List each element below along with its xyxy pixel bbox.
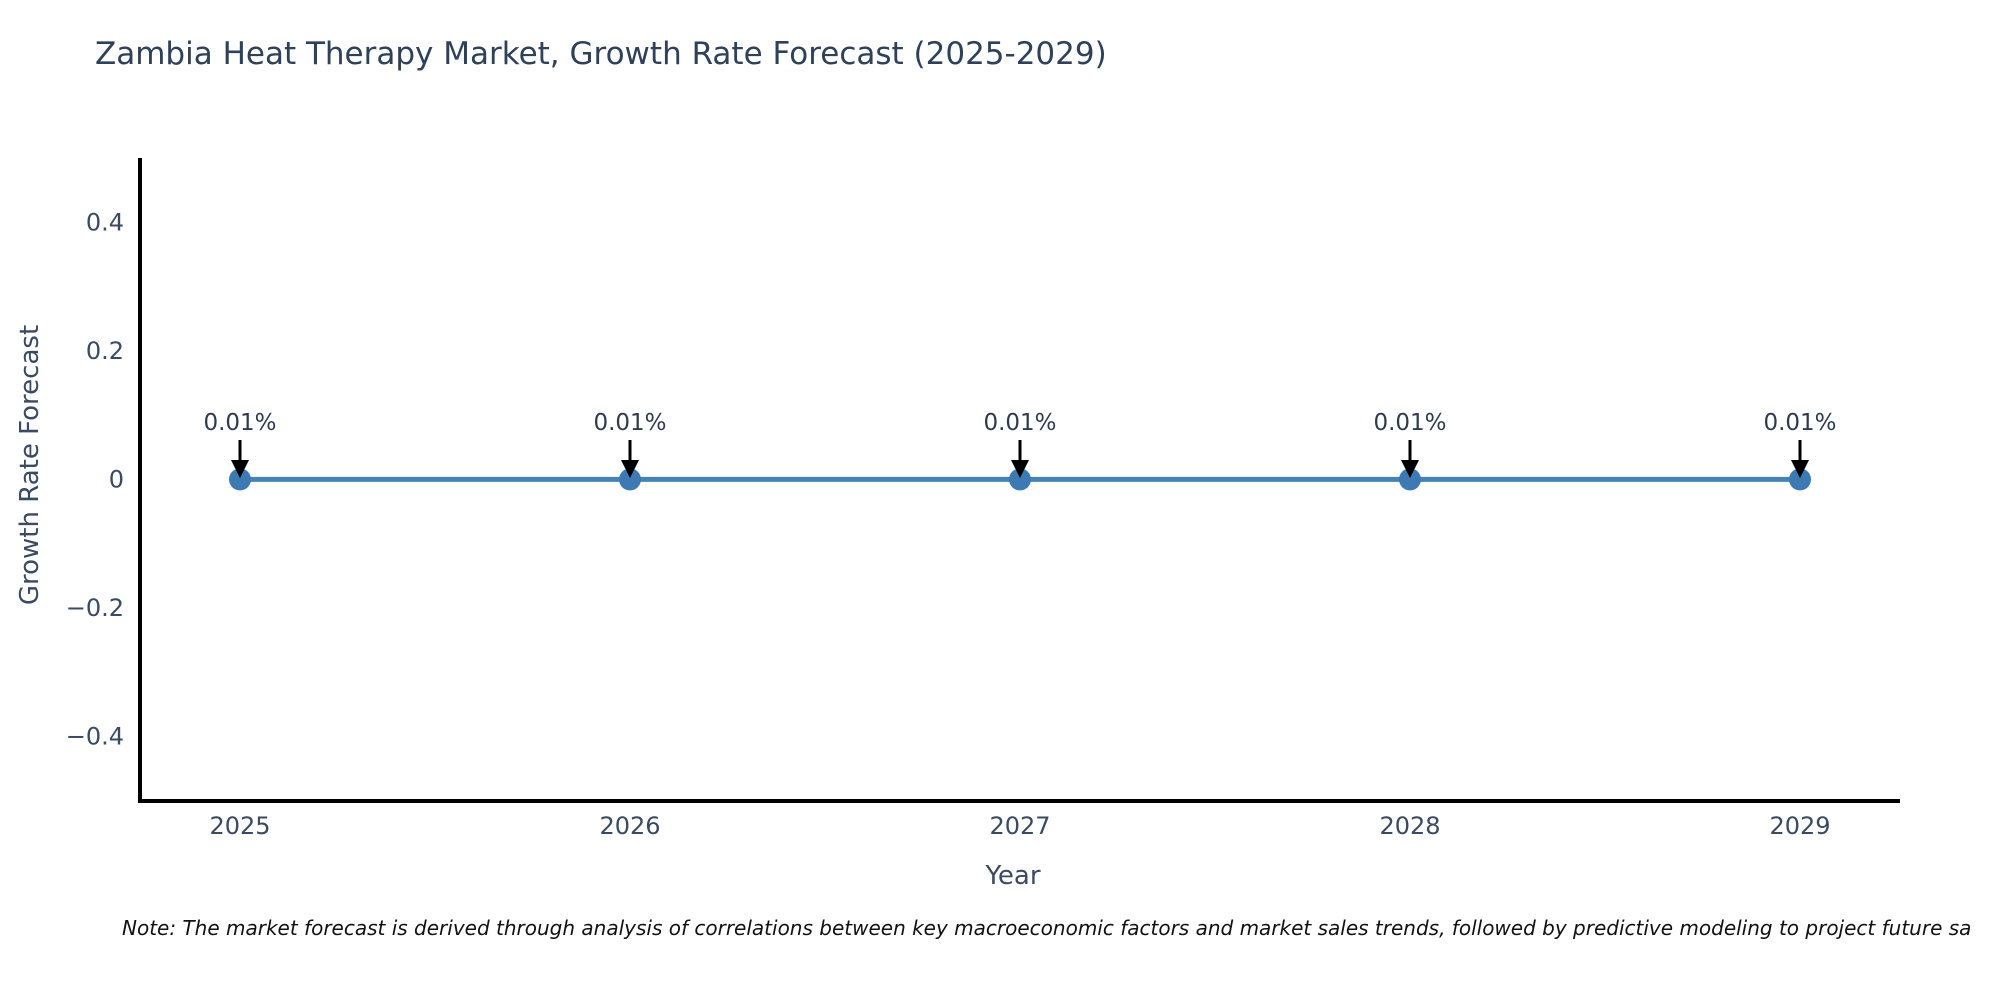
annotation-arrow-head: [1401, 460, 1419, 478]
annotation-arrow-head: [621, 460, 639, 478]
y-tick-label: 0.2: [86, 337, 124, 365]
annotation-arrow-head: [1791, 460, 1809, 478]
x-tick-label: 2025: [209, 812, 270, 840]
data-point-marker: [1789, 468, 1811, 491]
y-tick-label: −0.2: [66, 594, 124, 622]
y-axis-title: Growth Rate Forecast: [15, 325, 45, 605]
y-tick-label: −0.4: [66, 723, 124, 751]
point-value-label: 0.01%: [593, 410, 666, 436]
data-point-marker: [1399, 468, 1421, 491]
chart-title: Zambia Heat Therapy Market, Growth Rate …: [95, 36, 1107, 72]
annotation-arrow-head: [231, 460, 249, 478]
x-tick-label: 2029: [1769, 812, 1830, 840]
footnote: Note: The market forecast is derived thr…: [122, 916, 1972, 940]
point-value-label: 0.01%: [203, 410, 276, 436]
data-point-marker: [229, 468, 251, 491]
y-tick-label: 0: [109, 466, 124, 494]
point-value-label: 0.01%: [1373, 410, 1446, 436]
x-tick-label: 2028: [1379, 812, 1440, 840]
y-tick-label: 0.4: [86, 208, 124, 236]
data-point-marker: [619, 468, 641, 491]
data-point-marker: [1009, 468, 1031, 491]
x-tick-label: 2026: [599, 812, 660, 840]
x-axis-title: Year: [984, 861, 1040, 891]
x-tick-label: 2027: [989, 812, 1050, 840]
annotation-arrow-head: [1011, 460, 1029, 478]
point-value-label: 0.01%: [1763, 410, 1836, 436]
point-value-label: 0.01%: [983, 410, 1056, 436]
